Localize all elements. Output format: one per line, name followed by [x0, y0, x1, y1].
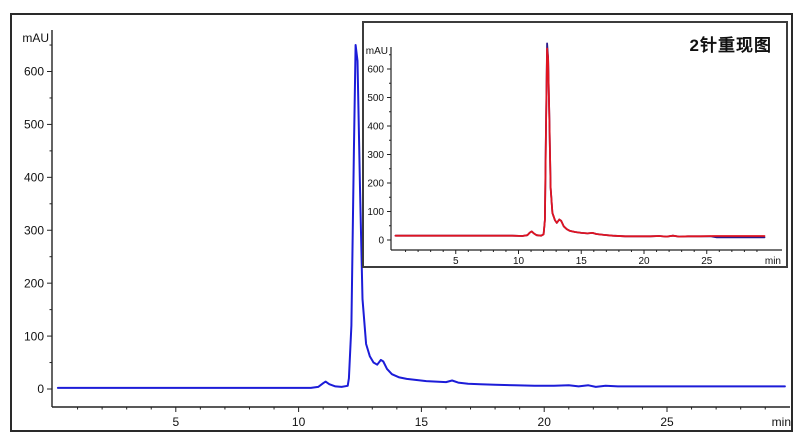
x-axis-unit-label: min [765, 256, 781, 266]
x-tick-label: 5 [172, 415, 179, 429]
y-tick-label: 300 [367, 150, 384, 161]
y-tick-label: 400 [24, 171, 44, 185]
injection-1-red-trace [394, 47, 766, 238]
y-tick-label: 300 [24, 223, 44, 237]
y-tick-label: 500 [24, 118, 44, 132]
y-tick-label: 100 [367, 207, 384, 218]
y-tick-label: 200 [367, 179, 384, 190]
x-tick-label: 5 [453, 256, 459, 266]
y-tick-label: 500 [367, 93, 384, 104]
x-tick-label: 25 [701, 256, 713, 266]
y-tick-label: 200 [24, 276, 44, 290]
y-axis-unit-label: mAU [22, 31, 49, 45]
y-tick-label: 600 [367, 65, 384, 76]
x-tick-label: 20 [638, 256, 650, 266]
inset-overlay-plot: 0 100 200 300 400 500 600 5 10 15 20 25 mAU min [366, 42, 782, 266]
x-tick-label: 20 [538, 415, 552, 429]
injection-2-navy-trace [394, 42, 766, 239]
x-tick-label: 10 [513, 256, 525, 266]
y-tick-label: 100 [24, 329, 44, 343]
y-axis-unit-label: mAU [366, 46, 388, 57]
x-tick-label: 25 [660, 415, 674, 429]
y-tick-label: 0 [378, 236, 384, 247]
x-tick-label: 10 [292, 415, 306, 429]
y-tick-label: 400 [367, 122, 384, 133]
inset-title: 2针重现图 [689, 36, 772, 55]
sample-injection-blue-trace [56, 44, 786, 389]
inset-chart-panel: 0 100 200 300 400 500 600 5 10 15 20 25 mAU min 2针重现图 [362, 21, 788, 268]
y-tick-label: 600 [24, 65, 44, 79]
x-axis-unit-label: min [772, 415, 791, 429]
x-tick-label: 15 [576, 256, 588, 266]
x-tick-label: 15 [415, 415, 429, 429]
y-tick-label: 0 [37, 382, 44, 396]
